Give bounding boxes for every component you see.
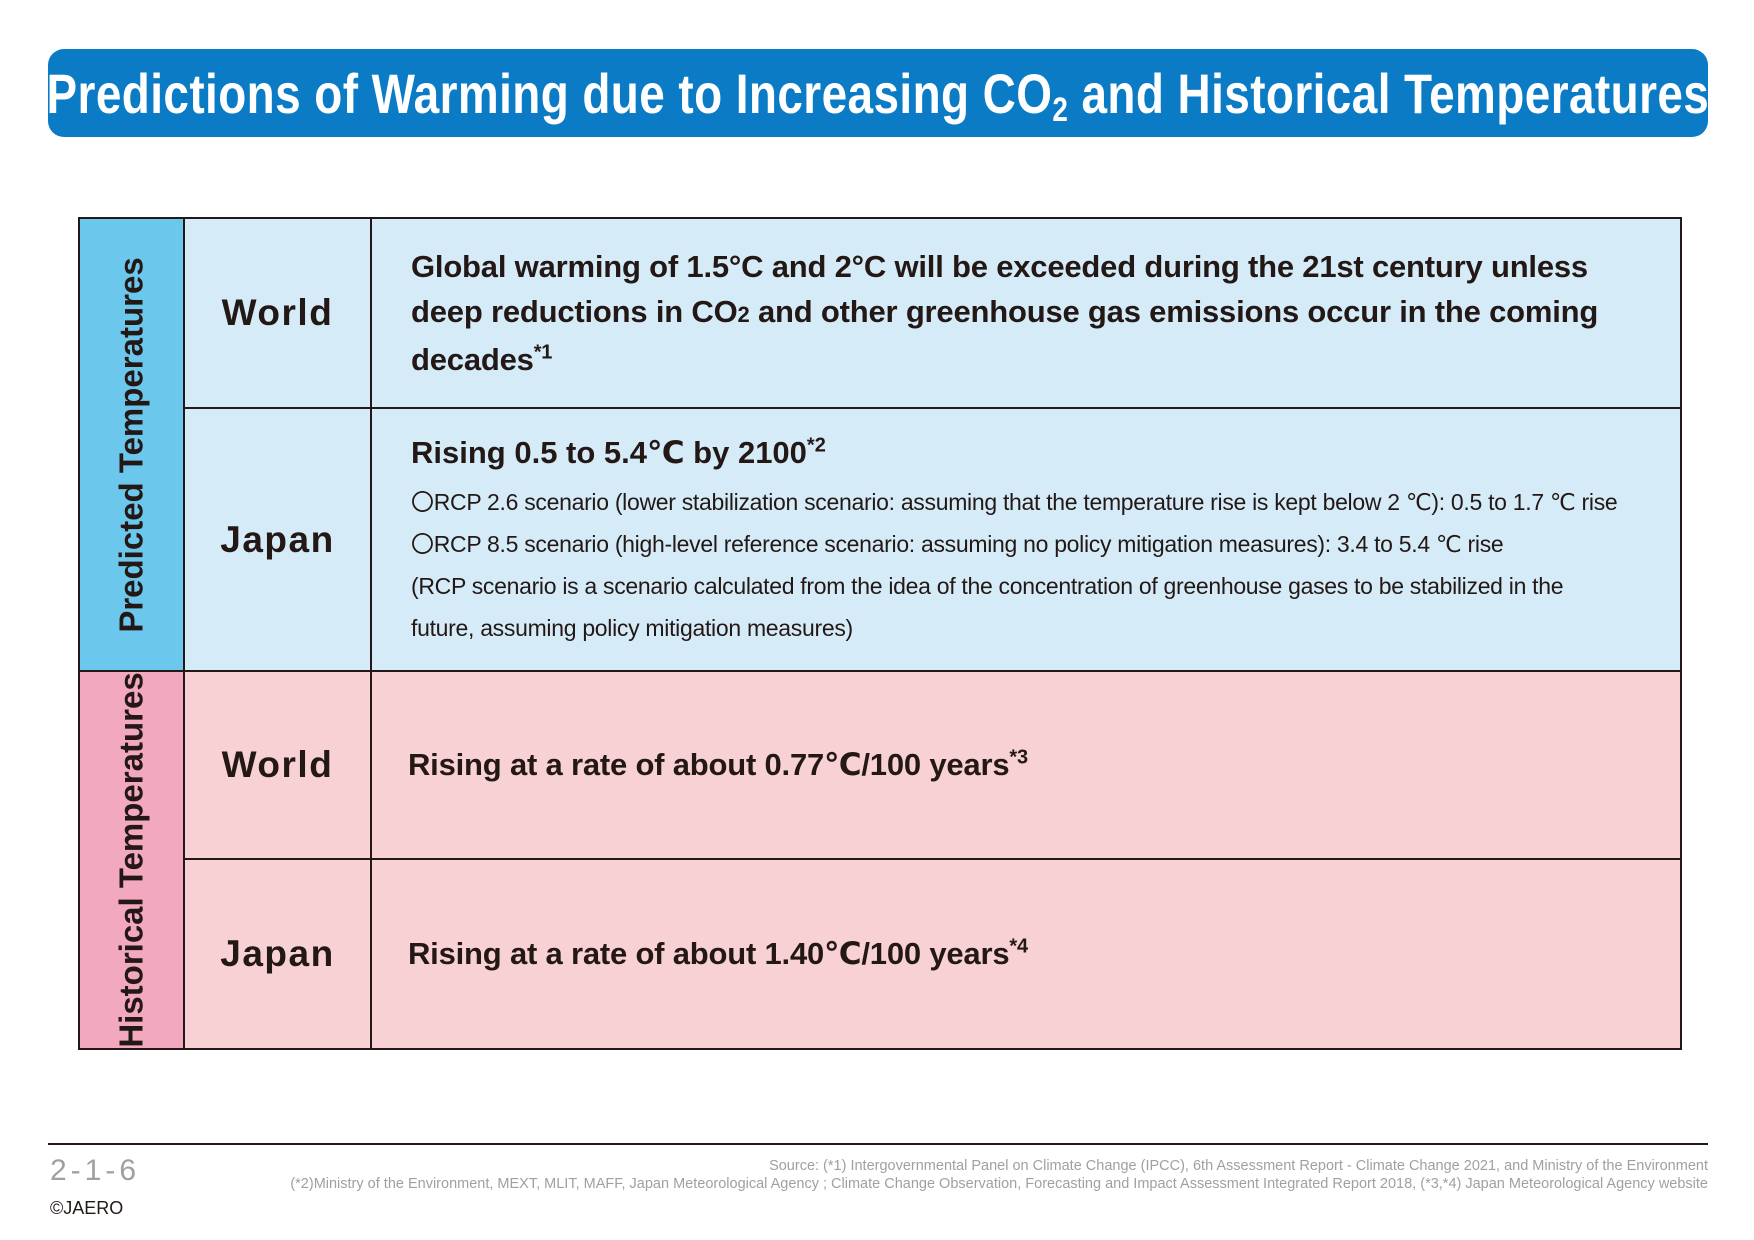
region-predicted-world: World [185, 219, 372, 409]
title-bar: Predictions of Warming due to Increasing… [46, 49, 1710, 137]
region-predicted-japan: Japan [185, 409, 372, 672]
historical-japan-text: Rising at a rate of about 1.40℃/100 year… [408, 935, 1028, 971]
predicted-japan-cell: Rising 0.5 to 5.4℃ by 2100*2 〇RCP 2.6 sc… [372, 409, 1680, 672]
predicted-japan-headline: Rising 0.5 to 5.4℃ by 2100*2 [411, 434, 826, 470]
footnote-3: *3 [1009, 746, 1028, 769]
category-predicted-label: Predicted Temperatures [112, 256, 150, 633]
footer-divider [48, 1143, 1708, 1145]
rcp85-line: 〇RCP 8.5 scenario (high-level reference … [411, 530, 1504, 557]
predicted-world-cell: Global warming of 1.5°C and 2°C will be … [372, 219, 1680, 409]
footnote-2: *2 [806, 434, 826, 457]
copyright: ©JAERO [50, 1198, 124, 1218]
rcp26-line: 〇RCP 2.6 scenario (lower stabilization s… [411, 488, 1618, 515]
source-line-1: Source: (*1) Intergovernmental Panel on … [769, 1158, 1708, 1174]
page-title: Predictions of Warming due to Increasing… [46, 61, 1710, 129]
predicted-world-text: Global warming of 1.5°C and 2°C will be … [411, 249, 1599, 377]
category-historical: Historical Temperatures [80, 672, 185, 1048]
category-historical-label: Historical Temperatures [112, 672, 150, 1048]
historical-world-text: Rising at a rate of about 0.77℃/100 year… [408, 746, 1028, 782]
historical-world-cell: Rising at a rate of about 0.77℃/100 year… [372, 672, 1680, 860]
page-number: 2-1-6 [50, 1154, 141, 1187]
footnote-4: *4 [1009, 935, 1028, 958]
category-predicted: Predicted Temperatures [80, 219, 185, 672]
source-line-2: (*2)Ministry of the Environment, MEXT, M… [290, 1176, 1708, 1192]
region-historical-japan: Japan [185, 860, 372, 1048]
historical-japan-cell: Rising at a rate of about 1.40℃/100 year… [372, 860, 1680, 1048]
rcp-explanation-line1: (RCP scenario is a scenario calculated f… [411, 572, 1564, 599]
rcp-explanation-line2: future, assuming policy mitigation measu… [411, 614, 853, 641]
source-notes: Source: (*1) Intergovernmental Panel on … [290, 1157, 1708, 1193]
region-historical-world: World [185, 672, 372, 860]
temperature-table: Predicted Temperatures World Global warm… [78, 217, 1682, 1050]
footnote-1: *1 [533, 341, 553, 364]
